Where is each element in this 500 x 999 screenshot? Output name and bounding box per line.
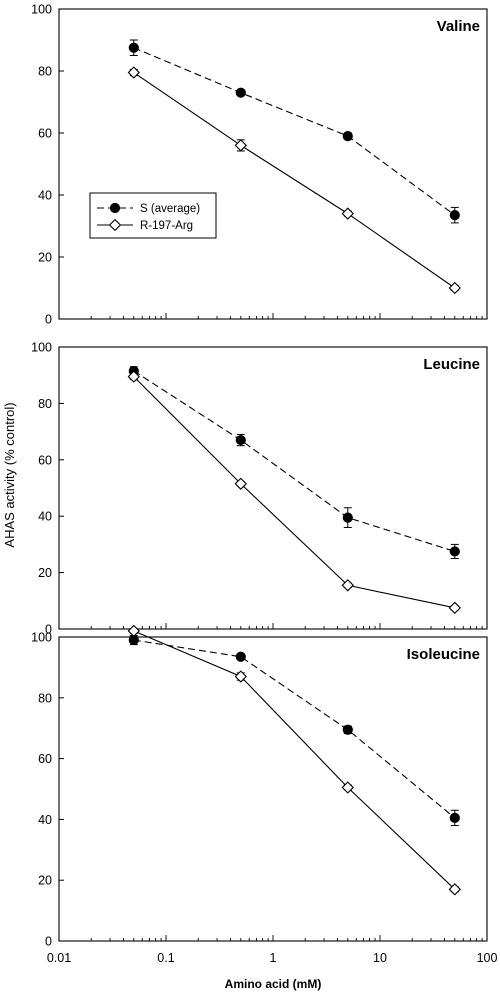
y-tick-label: 0: [45, 935, 52, 949]
y-tick-label: 100: [31, 341, 52, 355]
legend-marker: [109, 202, 121, 214]
y-tick-label: 80: [38, 691, 52, 705]
data-point: [342, 724, 353, 735]
panel-title: Valine: [437, 18, 480, 35]
y-tick-label: 0: [45, 313, 52, 327]
y-tick-label: 40: [38, 813, 52, 827]
data-point: [449, 546, 460, 557]
y-tick-label: 40: [38, 189, 52, 203]
legend-label: R-197-Arg: [140, 220, 193, 232]
data-point: [449, 210, 460, 221]
x-tick-label: 100: [477, 951, 498, 965]
series-line: [133, 370, 455, 552]
y-axis-label: AHAS activity (% control): [2, 402, 17, 547]
data-point: [448, 601, 461, 615]
x-tick-label: 1: [270, 951, 277, 965]
y-tick-label: 20: [38, 874, 52, 888]
data-point: [235, 651, 246, 662]
x-tick-label: 0.1: [157, 951, 174, 965]
data-point: [342, 512, 353, 523]
legend-box: [89, 192, 217, 239]
data-point: [341, 207, 354, 220]
y-tick-label: 20: [38, 251, 52, 265]
data-point: [127, 370, 140, 383]
series-s-average: [128, 634, 460, 826]
y-tick-label: 100: [31, 631, 52, 645]
series-line: [133, 47, 456, 216]
y-tick-label: 100: [31, 3, 52, 17]
x-axis-label: Amino acid (mM): [225, 977, 322, 991]
panel-isoleucine: 0 20 40 60 80 100 Isoleucine: [31, 624, 488, 949]
legend: S (average) R-197-Arg: [89, 192, 217, 239]
data-point: [341, 781, 354, 794]
plot-frame: [58, 636, 488, 942]
data-point: [235, 87, 246, 98]
data-point: [448, 281, 461, 295]
y-tick-label: 60: [38, 127, 52, 141]
y-tick-label: 80: [38, 65, 52, 79]
y-tick-label: 60: [38, 453, 52, 467]
legend-label: S (average): [140, 203, 200, 215]
data-point: [128, 42, 139, 53]
data-point: [235, 434, 246, 446]
panel-title: Leucine: [423, 356, 480, 373]
series-line: [133, 630, 456, 890]
series-line: [133, 376, 455, 609]
plot-frame: [58, 346, 488, 630]
series-s-average: [128, 365, 460, 559]
series-line: [133, 72, 456, 289]
y-tick-label: 20: [38, 566, 52, 580]
panel-leucine: 0 20 40 60 80 100 Leucine: [31, 341, 488, 637]
data-point: [234, 477, 247, 490]
data-point: [127, 66, 140, 79]
y-tick-label: 80: [38, 397, 52, 411]
y-tick-label: 60: [38, 752, 52, 766]
data-point: [127, 624, 140, 638]
panel-valine: 0 20 40 60 80 100 Valine S (average) R-197-Arg: [31, 3, 488, 327]
data-point: [341, 579, 354, 592]
series-line: [133, 639, 456, 819]
data-point: [234, 139, 247, 152]
series-s-average: [128, 39, 460, 224]
legend-marker: [108, 218, 122, 232]
series-r-197-arg: [127, 624, 461, 896]
plot-frame: [58, 8, 488, 320]
data-point: [234, 670, 247, 683]
x-tick-label: 10: [373, 951, 387, 965]
y-tick-label: 0: [45, 623, 52, 637]
panel-title: Isoleucine: [407, 646, 480, 663]
data-point: [448, 883, 461, 896]
data-point: [342, 131, 353, 142]
y-tick-label: 40: [38, 510, 52, 524]
data-point: [449, 812, 460, 823]
x-tick-label: 0.01: [47, 951, 71, 965]
series-r-197-arg: [127, 370, 461, 615]
series-r-197-arg: [127, 66, 461, 295]
